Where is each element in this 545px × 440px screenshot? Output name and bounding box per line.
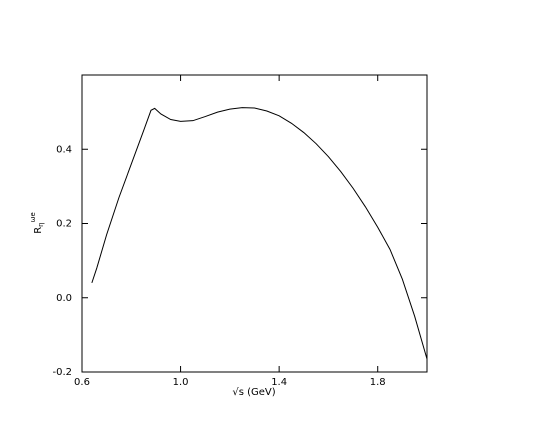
x-tick-label: 1.8 [370, 377, 386, 388]
y-tick-label: 0.4 [56, 144, 72, 155]
x-tick-label: 1.0 [173, 377, 189, 388]
data-line [91, 107, 428, 360]
x-tick-label: 0.6 [74, 377, 90, 388]
y-tick-label: 0.0 [56, 293, 72, 304]
x-axis-label: √s (GeV) [232, 387, 275, 398]
y-axis-label: Rηωe [29, 212, 45, 234]
y-label-sub: η [37, 222, 45, 226]
x-tick-label: 1.4 [271, 377, 287, 388]
y-label-main: R [33, 227, 44, 234]
y-tick-label: 0.2 [56, 219, 72, 230]
y-tick-label: -0.2 [52, 367, 72, 378]
y-label-sup: ωe [29, 212, 37, 222]
